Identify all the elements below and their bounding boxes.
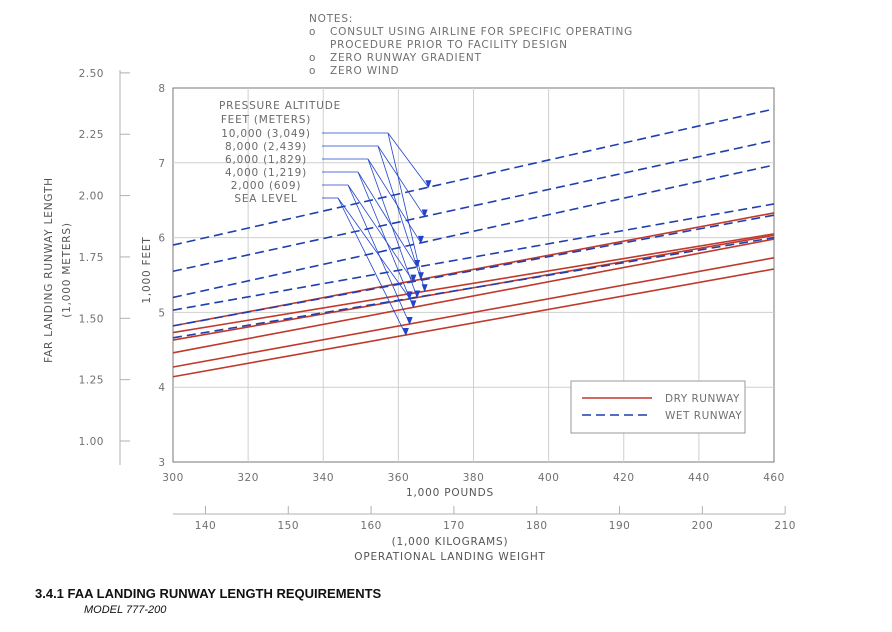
pounds-tick-label: 440 <box>688 472 710 484</box>
kilogram-tick-label: 210 <box>774 520 796 532</box>
kilogram-axis: 140 150 160 170 180 190 200 210 (1,000 KILOGRAM… <box>173 506 796 563</box>
pounds-tick-label: 380 <box>463 472 485 484</box>
kilogram-tick-label: 190 <box>609 520 631 532</box>
feet-tick-label: 7 <box>158 158 165 170</box>
kilogram-tick-label: 150 <box>278 520 300 532</box>
pounds-tick-label: 420 <box>613 472 635 484</box>
pounds-tick-label: 340 <box>312 472 334 484</box>
leader-arrowhead <box>402 327 409 336</box>
landing-runway-chart: NOTES: o CONSULT USING AIRLINE FOR SPECIF… <box>43 13 796 563</box>
pressure-altitude-label: SEA LEVEL <box>234 193 297 205</box>
leader-line-wet <box>367 158 422 244</box>
note-bullet: o <box>309 26 316 38</box>
note-bullet: o <box>309 52 316 64</box>
feet-tick-label: 3 <box>158 457 165 469</box>
kilogram-axis-label-2: OPERATIONAL LANDING WEIGHT <box>354 551 545 563</box>
leader-arrowhead <box>417 272 424 281</box>
wet-runway-line <box>172 236 775 339</box>
meters-axis-label-2: (1,000 METERS) <box>61 222 73 318</box>
leader-line-dry <box>357 171 414 308</box>
note-line: CONSULT USING AIRLINE FOR SPECIFIC OPERA… <box>330 26 633 38</box>
leader-line-dry <box>337 197 407 336</box>
leader-arrowhead <box>414 290 421 299</box>
kilogram-axis-label-1: (1,000 KILOGRAMS) <box>392 536 509 548</box>
note-line: ZERO RUNWAY GRADIENT <box>330 52 482 64</box>
pressure-altitude-label: 10,000 (3,049) <box>221 128 311 140</box>
figure-subtitle: MODEL 777-200 <box>84 604 167 616</box>
leader-line-wet <box>377 145 426 217</box>
pounds-tick-label: 460 <box>763 472 785 484</box>
pressure-altitude-label: 6,000 (1,829) <box>225 154 307 166</box>
note-line: PROCEDURE PRIOR TO FACILITY DESIGN <box>330 39 568 51</box>
kilogram-tick-label: 160 <box>360 520 382 532</box>
leader-arrowhead <box>425 180 432 189</box>
dry-runway-line <box>172 233 775 334</box>
meters-tick-label: 2.00 <box>79 191 104 203</box>
leader-arrowhead <box>406 291 413 300</box>
kilogram-tick-label: 200 <box>692 520 714 532</box>
feet-axis-label: 1,000 FEET <box>141 236 153 303</box>
wet-runway-line <box>172 203 775 311</box>
leader-arrowhead <box>410 300 417 309</box>
feet-tick-label: 8 <box>158 83 165 95</box>
pressure-altitude-label: 2,000 (609) <box>231 180 301 192</box>
leader-arrowhead <box>421 209 428 218</box>
leader-line-wet <box>347 184 414 282</box>
wet-runway-line <box>172 139 775 273</box>
leader-arrowhead <box>410 274 417 283</box>
feet-tick-label: 5 <box>158 307 165 319</box>
legend-label: DRY RUNWAY <box>665 393 740 405</box>
wet-runway-line <box>172 214 775 327</box>
leader-arrowhead <box>421 284 428 293</box>
figure-title: 3.4.1 FAA LANDING RUNWAY LENGTH REQUIREM… <box>35 586 382 601</box>
pounds-axis-label: 1,000 POUNDS <box>406 487 494 499</box>
meters-axis: 1.00 1.25 1.50 1.75 2.00 2.25 2.50 FAR LANDING… <box>43 68 130 465</box>
meters-axis-label-1: FAR LANDING RUNWAY LENGTH <box>43 177 55 363</box>
leader-line-wet <box>387 132 429 188</box>
pressure-altitude-subtitle: FEET (METERS) <box>221 114 311 126</box>
legend: DRY RUNWAY WET RUNWAY <box>570 380 746 434</box>
feet-tick-label: 4 <box>158 382 165 394</box>
meters-tick-label: 1.75 <box>79 252 104 264</box>
leader-line-wet <box>357 171 418 268</box>
meters-tick-label: 1.50 <box>79 313 104 325</box>
notes-header: NOTES: <box>309 13 353 25</box>
wet-runway-line <box>172 108 775 246</box>
series-group <box>172 108 775 378</box>
notes-block: NOTES: o CONSULT USING AIRLINE FOR SPECIF… <box>309 13 633 77</box>
pressure-altitude-block: PRESSURE ALTITUDE FEET (METERS) 10,000 (… <box>219 100 432 336</box>
leader-line-wet <box>337 197 410 299</box>
feet-tick-label: 6 <box>158 233 165 245</box>
dry-runway-line <box>172 257 775 368</box>
meters-tick-label: 1.00 <box>79 436 104 448</box>
pounds-tick-label: 400 <box>538 472 560 484</box>
dry-runway-line <box>172 268 775 378</box>
pressure-altitude-title: PRESSURE ALTITUDE <box>219 100 341 112</box>
meters-tick-label: 1.25 <box>79 375 104 387</box>
pressure-altitude-label: 8,000 (2,439) <box>225 141 307 153</box>
pounds-tick-label: 300 <box>162 472 184 484</box>
legend-box <box>570 380 746 434</box>
pressure-altitude-label: 4,000 (1,219) <box>225 167 307 179</box>
kilogram-tick-label: 180 <box>526 520 548 532</box>
dry-runway-line <box>172 234 775 341</box>
leader-line-dry <box>377 145 422 280</box>
note-bullet: o <box>309 65 316 77</box>
dry-runway-line <box>172 238 775 354</box>
meters-tick-label: 2.25 <box>79 129 104 141</box>
pounds-tick-label: 320 <box>237 472 259 484</box>
pounds-tick-label: 360 <box>388 472 410 484</box>
kilogram-tick-label: 170 <box>443 520 465 532</box>
legend-label: WET RUNWAY <box>665 410 742 422</box>
wet-runway-line <box>172 164 775 299</box>
meters-tick-label: 2.50 <box>79 68 104 80</box>
note-line: ZERO WIND <box>330 65 399 77</box>
leader-arrowhead <box>406 317 413 326</box>
kilogram-tick-label: 140 <box>195 520 217 532</box>
leader-line-dry <box>387 132 426 292</box>
leader-arrowhead <box>417 235 424 244</box>
leader-arrowhead <box>414 260 421 269</box>
